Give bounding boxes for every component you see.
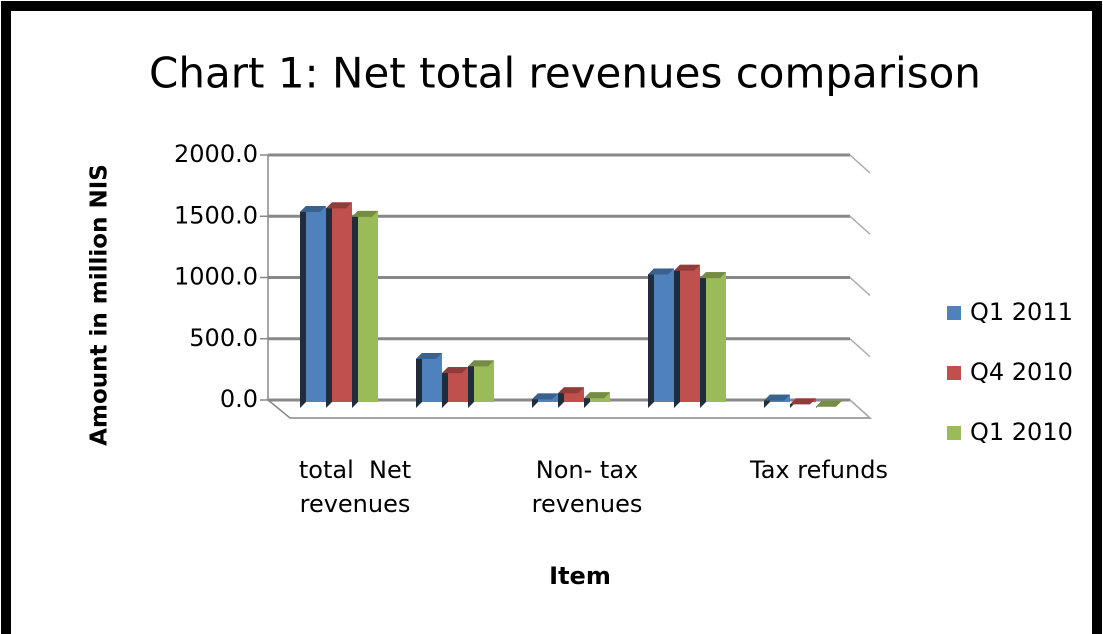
bar-top [648,268,674,275]
legend-label: Q1 2011 [970,298,1073,326]
bar-top [468,360,494,367]
grid-line [849,215,871,235]
chart-title: Chart 1: Net total revenues comparison [149,49,981,98]
bar-top [326,202,352,209]
bar-side [468,360,474,408]
bar-side [442,367,448,408]
x-tick-label: total Net revenues [298,456,419,518]
y-tick-label: 0.0 [220,385,258,413]
bar-side [674,264,680,408]
bar-top [352,210,378,217]
x-axis-label: Item [549,562,611,590]
bar-top [584,392,610,399]
bar-top [790,398,816,405]
bar [474,360,494,402]
bar-top [532,393,558,400]
bar-top [300,206,326,212]
legend-label: Q4 2010 [970,358,1073,386]
bar-side [700,272,706,408]
grid-line [849,154,871,174]
bar-top [700,272,726,279]
legend-swatch [947,306,961,320]
x-tick-label: Non- tax revenues [531,456,646,518]
bar [306,206,326,402]
y-tick-label: 2000.0 [174,140,258,168]
bar-side [352,210,358,408]
legend-swatch [947,366,961,380]
bar [706,272,726,402]
y-axis-label: Amount in million NIS [87,164,113,446]
bar-side [300,206,306,408]
bar [654,268,674,402]
bar-side [416,353,422,408]
bar [680,264,700,402]
bar-top [442,367,468,374]
legend-swatch [947,426,961,440]
x-tick-label: Tax refunds [750,456,888,484]
bar [358,210,378,402]
y-tick-label: 500.0 [189,324,258,352]
floor [265,399,872,419]
bar-top [416,353,442,359]
bar-side [326,202,332,408]
bar [422,353,442,402]
bar-top [674,264,700,271]
bar-top [764,394,790,401]
y-tick-label: 1500.0 [174,201,258,229]
legend-label: Q1 2010 [970,418,1073,446]
grid-line [849,276,871,297]
grid-line [849,399,871,419]
y-tick-label: 1000.0 [174,263,258,291]
bar-side [648,268,654,408]
bar-top [816,400,842,407]
bar [448,367,468,402]
grid-line [849,338,871,358]
bar [332,202,352,402]
bar-top [558,387,584,394]
